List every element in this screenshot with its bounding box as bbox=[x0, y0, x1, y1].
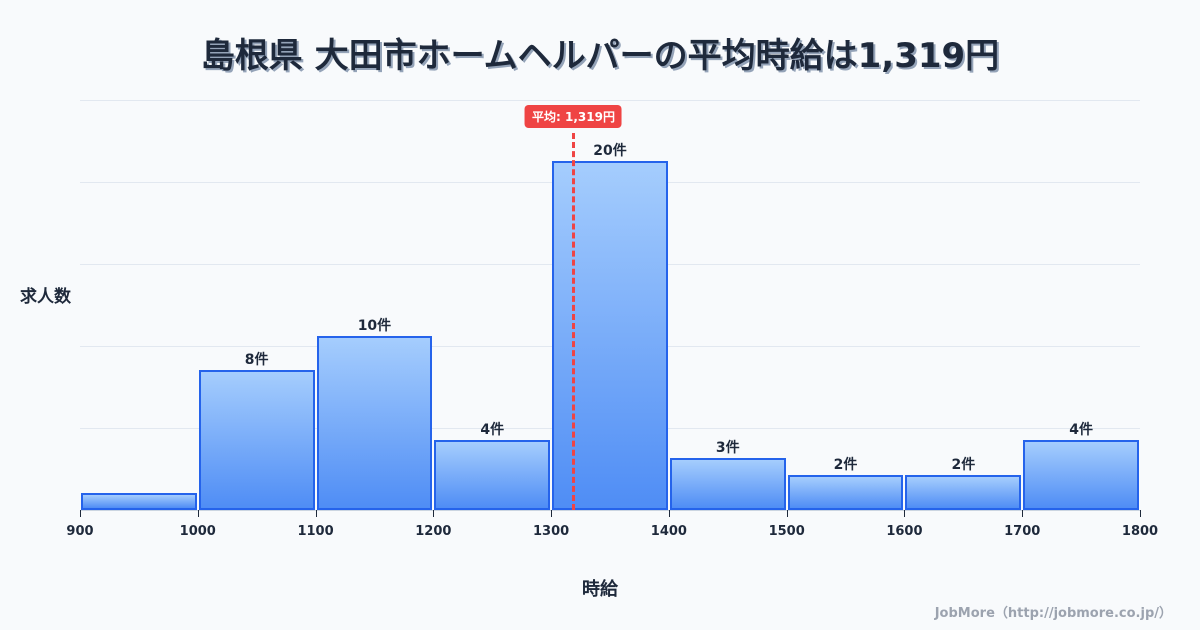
x-tick bbox=[315, 510, 317, 517]
plot-area: 8件 10件 4件 20件 3件 2件 2件 4件 bbox=[80, 100, 1140, 510]
x-tick-label: 1500 bbox=[768, 524, 805, 539]
bar-value-label: 4件 bbox=[480, 422, 505, 439]
mean-badge: 平均: 1,319円 bbox=[525, 105, 622, 128]
x-tick-label: 1600 bbox=[886, 524, 923, 539]
bar-value-label: 10件 bbox=[357, 317, 392, 334]
x-tick bbox=[1140, 510, 1141, 517]
x-tick-label: 1200 bbox=[415, 524, 452, 539]
x-tick bbox=[80, 510, 81, 517]
histogram-bar bbox=[669, 457, 786, 510]
bar-value-label: 8件 bbox=[244, 352, 269, 369]
x-tick bbox=[197, 510, 199, 517]
histogram-bar bbox=[316, 335, 433, 510]
x-tick bbox=[904, 510, 906, 517]
source-credit: JobMore（http://jobmore.co.jp/） bbox=[934, 606, 1172, 621]
histogram-bar bbox=[81, 492, 197, 510]
x-tick bbox=[668, 510, 670, 517]
y-axis-label: 求人数 bbox=[20, 287, 71, 307]
bar-value-label: 20件 bbox=[593, 143, 627, 160]
histogram-bar bbox=[552, 161, 668, 510]
x-tick bbox=[1022, 510, 1024, 517]
bar-value-label: 4件 bbox=[1069, 422, 1093, 439]
mean-line bbox=[571, 133, 575, 510]
x-tick-label: 1700 bbox=[1004, 524, 1041, 539]
histogram-bar bbox=[198, 370, 315, 510]
x-tick-label: 1400 bbox=[650, 524, 687, 539]
bar-value-label: 2件 bbox=[833, 457, 858, 474]
x-tick-label: 900 bbox=[66, 524, 94, 539]
histogram-bar bbox=[434, 440, 551, 510]
x-tick-label: 1300 bbox=[533, 524, 570, 539]
gridline bbox=[80, 100, 1140, 101]
x-tick bbox=[551, 510, 553, 517]
x-tick-label: 1100 bbox=[297, 524, 334, 539]
x-tick-label: 1000 bbox=[179, 524, 216, 539]
x-tick bbox=[786, 510, 788, 517]
bar-value-label: 2件 bbox=[951, 457, 976, 474]
histogram-bar bbox=[787, 475, 904, 510]
bar-value-label: 3件 bbox=[715, 439, 740, 456]
x-tick bbox=[433, 510, 435, 517]
x-axis-label: 時給 bbox=[582, 579, 618, 600]
x-axis bbox=[80, 510, 1140, 511]
x-tick-label: 1800 bbox=[1121, 524, 1159, 539]
histogram-bar bbox=[905, 475, 1022, 510]
histogram-bar bbox=[1023, 440, 1139, 510]
chart-title: 島根県 大田市ホームヘルパーの平均時給は1,319円 bbox=[200, 36, 1000, 76]
